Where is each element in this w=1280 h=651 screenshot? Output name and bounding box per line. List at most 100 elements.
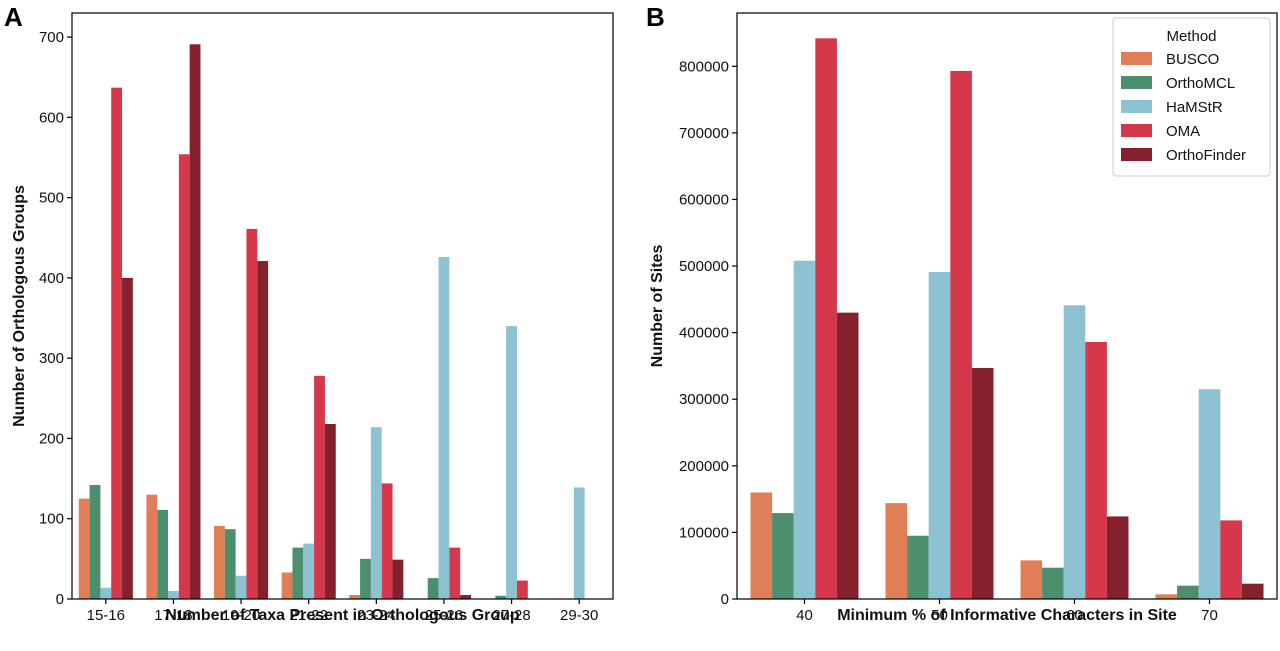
bar-hamstr-21-22: [303, 543, 315, 599]
legend: Method BUSCO OrthoMCL HaMStR OMA OrthoFinder: [1112, 17, 1271, 177]
legend-label-hamstr: HaMStR: [1166, 99, 1223, 116]
y-tick-label: 500: [39, 190, 64, 207]
x-tick-label: 60: [1066, 607, 1083, 624]
x-tick-label: 70: [1201, 607, 1218, 624]
bar-busco-70: [1155, 594, 1178, 599]
legend-label-orthofinder: OrthoFinder: [1166, 147, 1246, 164]
y-axis-title: Number of Orthologous Groups: [11, 185, 28, 427]
y-tick-label: 100000: [679, 524, 729, 541]
bar-hamstr-29-30: [573, 487, 585, 599]
legend-label-orthomcl: OrthoMCL: [1166, 75, 1235, 92]
x-tick-label: 17-18: [154, 607, 192, 624]
panel-b: B 0 100000 200000 300000 400000 500000 600000 70…: [646, 2, 1278, 624]
y-tick-label: 0: [56, 591, 64, 608]
bar-hamstr-19-20: [235, 575, 247, 599]
bar-orthomcl-25-26: [427, 578, 439, 599]
bar-orthomcl-50: [907, 535, 929, 599]
bar-busco-19-20: [214, 525, 225, 599]
y-tick-label: 200: [39, 430, 64, 447]
y-tick-label: 700: [39, 29, 64, 46]
bar-orthofinder-23-24: [392, 559, 404, 599]
legend-swatch-oma: [1121, 124, 1152, 137]
y-tick-label: 200000: [679, 458, 729, 475]
bar-busco-23-24: [349, 594, 361, 599]
x-tick-label: 27-28: [492, 607, 530, 624]
legend-swatch-hamstr: [1121, 100, 1152, 113]
bar-orthomcl-21-22: [292, 547, 304, 599]
bar-oma-21-22: [314, 375, 325, 599]
legend-swatch-orthomcl: [1121, 76, 1152, 89]
bar-hamstr-25-26: [438, 257, 450, 599]
plot-frame: [736, 12, 1278, 600]
x-axis-title: Minimum % of Informative Characters in S…: [837, 607, 1177, 624]
x-tick-label: 50: [931, 607, 948, 624]
x-axis-title: Number of Taxa Present in Orthologous Gr…: [165, 607, 520, 624]
bar-orthomcl-17-18: [157, 509, 169, 599]
y-tick-label: 800000: [679, 58, 729, 75]
bar-oma-17-18: [178, 154, 190, 599]
bar-oma-50: [950, 70, 972, 600]
panel-label-a: A: [4, 2, 23, 32]
y-tick-label: 300: [39, 350, 64, 367]
y-tick-label: 600: [39, 109, 64, 126]
x-tick-label: 19-20: [222, 607, 260, 624]
bar-oma-15-16: [111, 87, 123, 600]
bar-orthofinder-40: [836, 312, 859, 599]
bar-hamstr-50: [928, 272, 951, 599]
y-tick-label: 300000: [679, 391, 729, 408]
legend-title: Method: [1166, 28, 1216, 45]
y-tick-label: 400: [39, 270, 64, 287]
bar-orthomcl-19-20: [224, 529, 236, 599]
y-tick-label: 0: [721, 591, 729, 608]
bar-orthomcl-40: [772, 513, 794, 599]
bar-orthofinder-21-22: [324, 424, 336, 599]
bar-oma-40: [815, 38, 837, 600]
bar-busco-60: [1020, 560, 1043, 599]
plot-frame: [71, 12, 614, 600]
bar-busco-21-22: [281, 572, 293, 599]
y-tick-label: 400000: [679, 325, 729, 342]
bar-orthomcl-27-28: [495, 595, 507, 599]
bar-busco-50: [885, 503, 908, 599]
x-tick-label: 21-22: [290, 607, 328, 624]
panel-a: A 0 100 200 300 400 500 600 700 15-16 17-18 19-20 21…: [4, 2, 614, 624]
x-tick-label: 29-30: [560, 607, 598, 624]
bar-orthomcl-70: [1177, 585, 1199, 599]
bar-oma-23-24: [381, 483, 393, 599]
bar-busco-15-16: [78, 498, 90, 599]
x-tick-label: 15-16: [87, 607, 125, 624]
bar-orthomcl-15-16: [89, 485, 101, 599]
bar-orthofinder-50: [971, 367, 994, 599]
bar-hamstr-15-16: [100, 587, 112, 599]
y-tick-label: 700000: [679, 125, 729, 142]
bar-hamstr-23-24: [370, 427, 382, 599]
panel-label-b: B: [646, 2, 665, 32]
bar-oma-60: [1085, 341, 1107, 599]
bar-orthofinder-19-20: [257, 261, 269, 599]
bar-hamstr-70: [1198, 389, 1221, 599]
bar-oma-27-28: [516, 580, 528, 599]
x-tick-label: 40: [796, 607, 813, 624]
bar-oma-19-20: [246, 228, 258, 599]
bar-hamstr-40: [793, 260, 816, 599]
bars: [78, 44, 585, 600]
bar-hamstr-27-28: [506, 326, 517, 599]
bar-orthomcl-23-24: [360, 558, 371, 599]
bar-oma-70: [1220, 520, 1242, 599]
bar-orthofinder-17-18: [189, 44, 201, 600]
bar-orthofinder-15-16: [122, 277, 133, 599]
bar-orthomcl-60: [1042, 567, 1064, 599]
bar-orthofinder-25-26: [460, 594, 471, 599]
y-tick-label: 600000: [679, 191, 729, 208]
bars: [750, 38, 1264, 600]
bar-oma-25-26: [449, 547, 461, 599]
bar-hamstr-60: [1063, 305, 1086, 599]
legend-swatch-orthofinder: [1121, 148, 1152, 161]
bar-orthofinder-70: [1241, 583, 1264, 599]
legend-swatch-busco: [1121, 52, 1152, 65]
legend-label-oma: OMA: [1166, 123, 1200, 140]
x-tick-label: 23-24: [357, 607, 395, 624]
bar-hamstr-17-18: [168, 590, 179, 599]
y-tick-label: 100: [39, 511, 64, 528]
